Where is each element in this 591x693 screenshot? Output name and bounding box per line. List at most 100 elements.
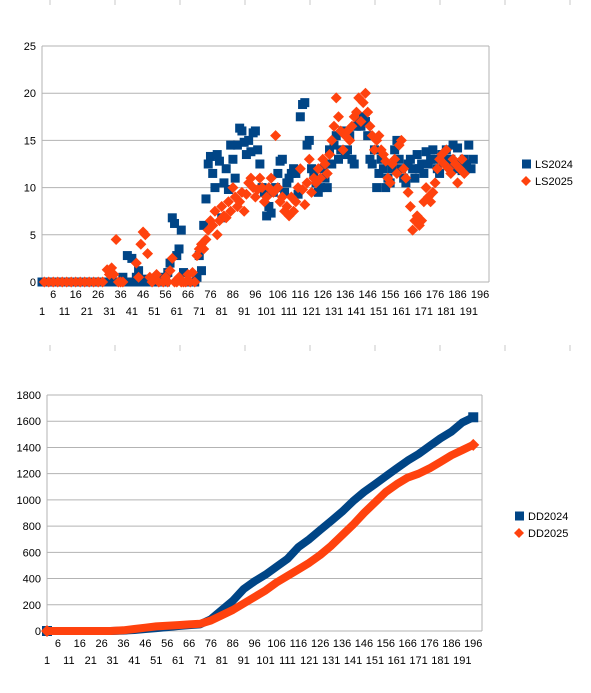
ls-x-tick-label: 16 xyxy=(70,289,82,301)
ls-point xyxy=(253,145,263,155)
dd-x-tick-label: 56 xyxy=(161,638,173,650)
ls-point xyxy=(208,168,218,178)
ls-point xyxy=(294,163,306,175)
dd-x-tick-label: 1 xyxy=(44,655,50,667)
ls-x-tick-label: 51 xyxy=(148,306,160,318)
ls-point xyxy=(464,140,474,150)
ls-point xyxy=(334,154,344,164)
dd-point xyxy=(468,412,479,423)
ls-point xyxy=(244,135,254,145)
ls-point xyxy=(214,156,224,166)
ls-point xyxy=(412,150,422,160)
ls-x-tick-label: 56 xyxy=(159,289,171,301)
ls-point xyxy=(230,173,240,183)
ls-point xyxy=(302,140,312,150)
ls-point xyxy=(357,97,369,109)
ls-point xyxy=(270,130,282,142)
ls-point xyxy=(355,116,367,128)
ls-y-tick-label: 5 xyxy=(30,230,36,242)
ls-x-tick-label: 141 xyxy=(347,306,365,318)
ls-point xyxy=(174,244,184,254)
ls-point xyxy=(209,205,221,217)
ls-point xyxy=(133,271,145,283)
ls-point xyxy=(407,224,419,236)
ls-point xyxy=(344,134,356,146)
dd-x-tick-label: 36 xyxy=(117,638,129,650)
ls-point xyxy=(282,178,292,188)
ls-point xyxy=(189,276,201,288)
ls-point xyxy=(97,276,109,288)
dd-point xyxy=(41,625,53,637)
ls-point xyxy=(265,172,277,184)
dd-x-tick-label: 146 xyxy=(355,638,373,650)
ls-x-tick-label: 41 xyxy=(126,306,138,318)
ls-x-tick-label: 121 xyxy=(302,306,320,318)
ls-point xyxy=(402,186,414,198)
ls-point xyxy=(423,159,433,169)
ls-point xyxy=(326,134,338,146)
dd-y-tick-label: 600 xyxy=(23,547,41,559)
dd-series-dd2024 xyxy=(42,412,479,636)
ls-point xyxy=(255,159,265,169)
ls-point xyxy=(300,98,310,108)
dd-x-tick-label: 31 xyxy=(106,655,118,667)
ls-point xyxy=(220,212,232,224)
ls-point xyxy=(408,164,418,174)
ls-point xyxy=(280,187,290,197)
ls-point xyxy=(289,164,299,174)
ls-x-tick-label: 171 xyxy=(415,306,433,318)
ls-point xyxy=(365,154,375,164)
ls-point xyxy=(368,144,380,156)
ls-point xyxy=(466,164,476,174)
ls-point xyxy=(322,183,332,193)
ls-point xyxy=(179,268,189,278)
ls-point xyxy=(186,267,198,279)
ls-point xyxy=(453,143,463,153)
ls-point xyxy=(129,277,139,287)
ls-x-tick-label: 96 xyxy=(249,289,261,301)
ls-point xyxy=(329,140,339,150)
dd-x-tick-label: 21 xyxy=(85,655,97,667)
dd-x-tick-label: 151 xyxy=(366,655,384,667)
ls-x-tick-label: 196 xyxy=(471,289,489,301)
ls-point xyxy=(347,154,357,164)
dd-legend-marker xyxy=(515,511,524,521)
ls-point xyxy=(223,184,233,194)
ls-point xyxy=(307,164,317,174)
ls-point xyxy=(266,208,276,218)
ls-x-tick-label: 186 xyxy=(448,289,466,301)
ls-point xyxy=(170,218,180,228)
ls-series-ls2025 xyxy=(38,87,470,288)
dd-x-tick-label: 116 xyxy=(290,638,308,650)
ls-point xyxy=(108,268,120,280)
ls-legend-marker xyxy=(521,176,531,186)
ls-point xyxy=(288,205,300,217)
ls-x-tick-label: 91 xyxy=(238,306,250,318)
ls-x-tick-label: 61 xyxy=(171,306,183,318)
dd-x-tick-label: 76 xyxy=(205,638,217,650)
ls-point xyxy=(166,252,178,264)
dd-x-tick-label: 161 xyxy=(388,655,406,667)
ls-x-tick-label: 31 xyxy=(103,306,115,318)
ls-point xyxy=(297,183,309,195)
ls-point xyxy=(192,272,202,282)
ls-point xyxy=(212,150,222,160)
ls-point xyxy=(164,265,176,277)
ls-point xyxy=(281,200,293,212)
ls-point xyxy=(227,182,239,194)
ls-x-tick-label: 191 xyxy=(460,306,478,318)
ls-point xyxy=(330,92,342,104)
ls-point xyxy=(303,153,315,165)
chart-dd-panel: 0 200 400 600 800 1000 1200 1400 1600 1800 6 16 26 36… xyxy=(0,345,591,693)
ls-point xyxy=(139,229,151,241)
ls-x-tick-label: 26 xyxy=(92,289,104,301)
ls-point xyxy=(226,140,236,150)
ls-point xyxy=(381,183,391,193)
ls-point xyxy=(254,172,266,184)
ls-point xyxy=(142,248,154,260)
dd-y-tick-label: 1800 xyxy=(17,390,41,402)
ls-point xyxy=(414,164,424,174)
ls-point xyxy=(359,87,371,99)
